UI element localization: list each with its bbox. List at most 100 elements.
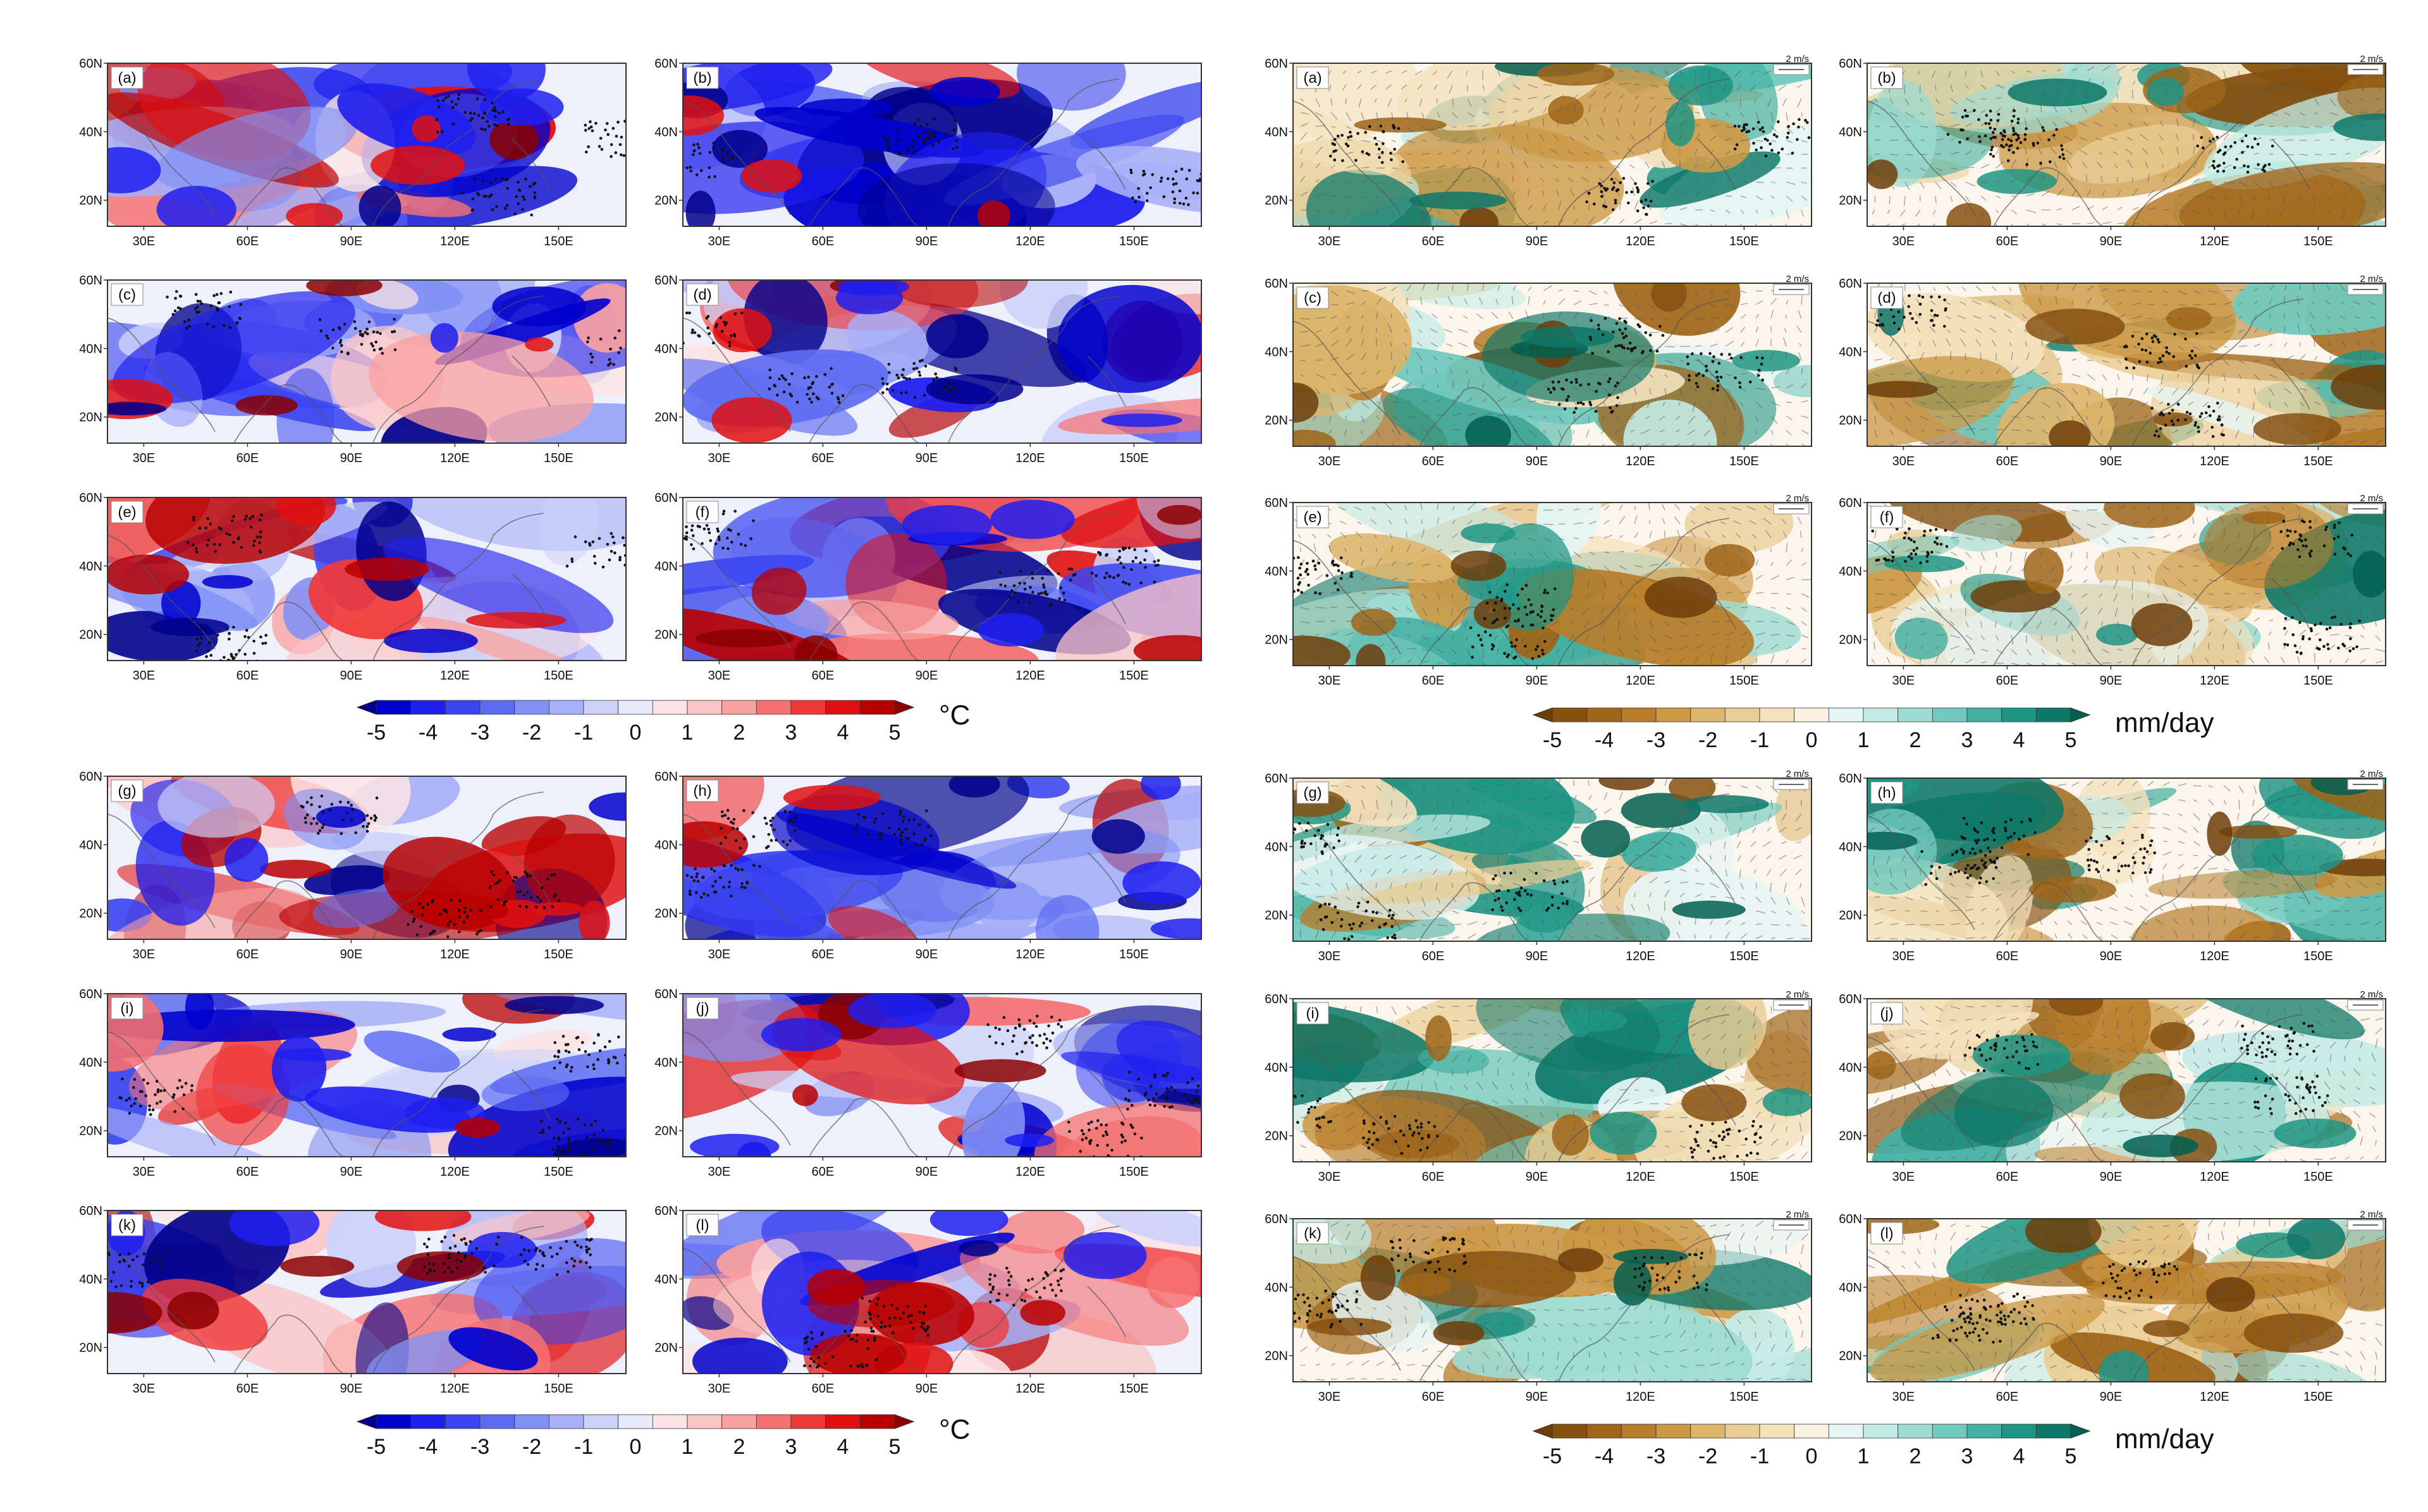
anomaly-core [1409,192,1507,210]
anomaly-core [690,1133,780,1157]
anomaly-core [1473,1312,1524,1336]
coastline [107,1009,551,1157]
lon-tick-label: 90E [2100,454,2123,468]
anomaly-blob [1116,1020,1201,1083]
panel-label: (a) [111,66,144,89]
colorbar-tick-label: -4 [1595,1444,1614,1468]
colorbar-swatch [514,700,549,715]
anomaly-core [837,280,909,296]
precipitation-panel: (f) 2 m/s 60N 40N 20N 30E 60E 90E 120E 150E [1817,493,2398,697]
vector-reference-label: 2 m/s [2360,274,2383,284]
anomaly-blob [683,607,868,661]
lon-tick-label: 30E [708,451,731,465]
colorbar-swatch [514,1414,549,1429]
lat-tick-label: 60N [654,770,678,784]
anomaly-core [1946,203,1992,226]
anomaly-blob [337,83,476,156]
lon-tick-label: 120E [440,1165,470,1179]
lon-tick-label: 90E [916,235,938,248]
lat-tick-label: 40N [1265,345,1288,359]
map-frame [1867,998,2386,1162]
anomaly-blob [2337,75,2386,120]
anomaly-core [492,286,587,327]
lat-tick-label: 60N [1839,1212,1862,1226]
lon-tick-label: 60E [812,1382,835,1396]
anomaly-core [107,147,161,193]
anomaly-blob [846,309,929,370]
colorbar-tick-label: 1 [682,721,694,745]
coastline [1293,78,1736,226]
lat-tick-label: 60N [1839,992,1862,1006]
colorbar-swatch [479,700,515,715]
anomaly-blob [107,1009,355,1042]
anomaly-core [306,280,383,296]
anomaly-core [2049,999,2104,1016]
significance-stipple [118,1033,626,1157]
svg-text:(f): (f) [696,504,710,521]
anomaly-core [792,1084,818,1106]
anomaly-core [1005,1133,1054,1147]
svg-text:(c): (c) [1304,290,1321,307]
colorbar-extend-low [356,700,377,715]
anomaly-blob [997,1210,1085,1254]
anomaly-core [2119,1073,2185,1119]
anomaly-blob [2130,905,2274,941]
lon-tick-label: 120E [1015,669,1045,683]
lon-tick-label: 150E [1119,948,1149,961]
lon-tick-label: 150E [1119,1165,1149,1179]
lon-tick-label: 90E [2100,1390,2123,1404]
anomaly-core [224,838,269,882]
temperature-map: (j) 60N 40N 20N 30E 60E 90E 120E 150E [654,987,1202,1179]
lat-tick-label: 40N [654,125,678,139]
svg-text:(a): (a) [118,70,136,87]
lon-tick-label: 30E [133,451,156,465]
lon-tick-label: 90E [340,1382,363,1396]
temperature-map: (k) 60N 40N 20N 30E 60E 90E 120E 150E [79,1204,627,1396]
temperature-anomaly-field [107,1210,626,1374]
anomaly-core [1308,1317,1392,1336]
anomaly-blob [1887,503,2075,542]
temperature-colorbar: -5 -4 -3 -2 -1 0 1 2 3 4 5 °C [356,700,1141,759]
anomaly-core [761,1018,842,1052]
lon-tick-label: 90E [1526,454,1548,468]
lat-tick-label: 20N [654,411,678,425]
anomaly-core [1867,1051,1896,1080]
colorbar-tick-label: -4 [1595,728,1614,752]
significance-stipple [107,1234,593,1289]
precipitation-panel: (g) 2 m/s 60N 40N 20N 30E 60E 90E 120E 150E [1242,769,1824,973]
lon-tick-label: 60E [1422,235,1445,248]
anomaly-core [1548,96,1584,125]
colorbar-swatch [445,700,481,715]
anomaly-blob [157,776,275,838]
significance-stipple [166,290,622,367]
map-frame [107,497,627,661]
temperature-panel: (h) 60N 40N 20N 30E 60E 90E 120E 150E [632,770,1214,971]
panel-label: (c) [1296,286,1329,309]
lon-tick-label: 120E [440,235,470,248]
anomaly-core [2242,511,2286,525]
lon-tick-label: 120E [2200,949,2229,963]
coastline [683,78,1126,226]
temperature-map: (d) 60N 40N 20N 30E 60E 90E 120E 150E [654,274,1202,465]
lon-tick-label: 90E [340,948,363,961]
anomaly-blob [369,331,594,442]
lon-tick-label: 60E [1422,949,1445,963]
temperature-anomaly-field [683,497,1201,661]
map-frame [107,993,627,1157]
anomaly-core [2353,551,2386,598]
map-frame [1292,777,1812,942]
colorbar-swatch [825,700,861,715]
colorbar-tick-label: -3 [1646,728,1665,752]
anomaly-blob [107,1103,303,1157]
panel-label: (g) [1296,781,1329,804]
coastline [683,295,1126,443]
lon-tick-label: 120E [2200,235,2229,248]
colorbar-swatch [1932,1424,1968,1439]
lon-tick-label: 120E [1015,235,1045,248]
anomaly-core [2205,1277,2255,1312]
svg-text:(i): (i) [120,1000,133,1017]
colorbar-swatch [2001,1424,2037,1439]
panel-label: (i) [1296,1002,1329,1025]
anomaly-blob [1684,503,1794,553]
anomaly-core [2143,1320,2190,1338]
